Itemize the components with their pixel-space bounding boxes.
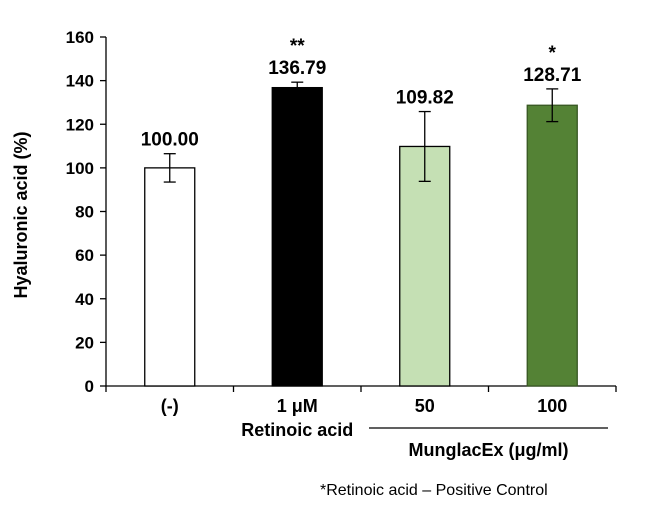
- y-tick-label: 40: [75, 290, 94, 309]
- bar-3: [526, 104, 578, 387]
- significance-mark: *: [549, 43, 557, 64]
- x-tick-label: 50: [415, 396, 435, 416]
- error-bar: [418, 110, 431, 183]
- bar-1: [271, 86, 323, 387]
- bars: [144, 81, 578, 387]
- y-tick-label: 100: [66, 159, 94, 178]
- data-label: 109.82: [396, 88, 454, 109]
- group-label: Retinoic acid: [241, 420, 353, 440]
- error-bar: [163, 153, 176, 183]
- y-tick-label: 20: [75, 333, 94, 352]
- data-label: 128.71: [523, 65, 582, 86]
- significance-mark: **: [290, 36, 305, 57]
- y-axis-label: Hyaluronic acid (%): [11, 131, 31, 298]
- data-label: 136.79: [268, 58, 326, 79]
- x-tick-label: 1 μM: [277, 396, 318, 416]
- y-tick-label: 60: [75, 246, 94, 265]
- bar-0: [144, 167, 196, 387]
- bar-2: [399, 145, 451, 387]
- y-tick-label: 80: [75, 203, 94, 222]
- group-label: MunglacEx (μg/ml): [408, 440, 568, 460]
- y-tick-label: 0: [85, 377, 94, 396]
- y-tick-label: 140: [66, 72, 94, 91]
- x-tick-label: 100: [537, 396, 567, 416]
- error-bar: [291, 81, 304, 94]
- y-tick-label: 120: [66, 115, 94, 134]
- x-tick-label: (-): [161, 396, 179, 416]
- labels: 100.00 (-) 136.79** 1 μM 109.82 50 128.71* 100 R…: [141, 36, 608, 460]
- footnote: *Retinoic acid – Positive Control: [320, 482, 548, 499]
- y-ticks: 0 20 40 60 80 100 120 140 160: [66, 28, 106, 396]
- error-bar: [546, 88, 559, 123]
- data-label: 100.00: [141, 130, 199, 151]
- y-tick-label: 160: [66, 28, 94, 47]
